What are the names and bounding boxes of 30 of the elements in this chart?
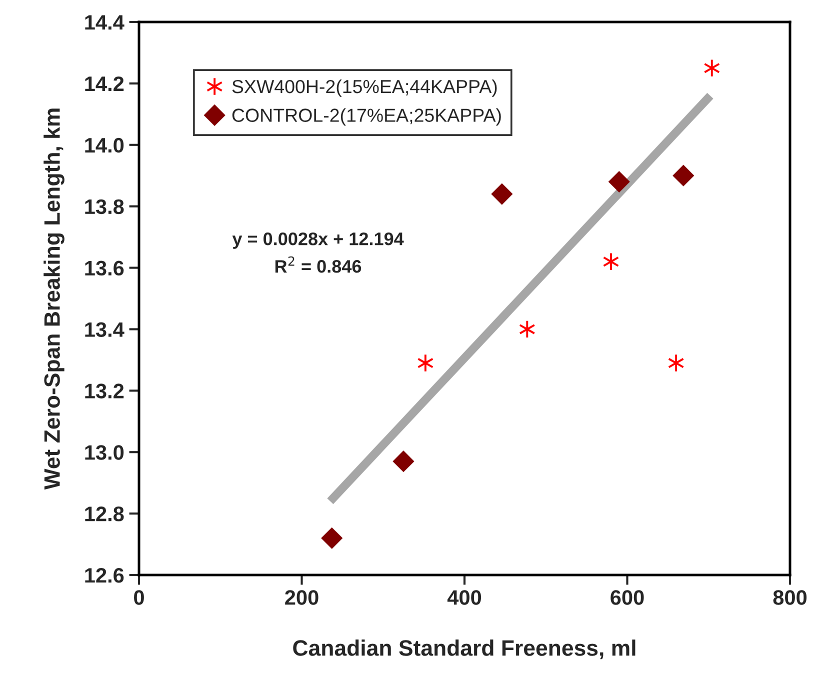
y-tick-label: 14.0 (85, 138, 124, 153)
y-tick-label: 13.0 (85, 445, 124, 460)
y-tick-label: 13.6 (85, 260, 124, 276)
y-tick-label: 13.2 (85, 384, 124, 398)
annotation: R$^{2}$ = 0.846 (275, 256, 362, 273)
y-axis-title: Wet Zero-Span Breaking Length, km (44, 108, 64, 490)
x-axis-title: Canadian Standard Freeness, ml (293, 640, 636, 660)
point (417, 354, 434, 372)
y-tick-label: 13.8 (85, 199, 124, 214)
point (392, 450, 414, 472)
point (672, 165, 694, 186)
y-tick-label: 12.8 (85, 506, 124, 522)
y-tick-label: 14.2 (85, 76, 124, 91)
y-tick-label: 13.4 (85, 322, 124, 338)
annotation: y = 0.0028x + 12.194 (232, 232, 404, 249)
point (491, 184, 512, 205)
y-tick-label: 14.4 (85, 15, 124, 30)
x-tick-label: 600 (610, 590, 644, 605)
y-tick-label: 12.6 (85, 568, 124, 583)
point (602, 252, 620, 271)
point (608, 171, 630, 192)
x-tick-label: 200 (285, 590, 318, 605)
point (321, 528, 342, 549)
point (704, 58, 720, 78)
x-tick-label: 0 (134, 590, 144, 605)
x-tick-label: 400 (447, 590, 482, 605)
legend-label: SXW400H-2(15%EA;44KAPPA) (232, 79, 497, 97)
legend-label: CONTROL-2(17%EA;25KAPPA) (232, 108, 501, 126)
x-tick-label: 800 (773, 590, 807, 605)
point (668, 354, 684, 372)
